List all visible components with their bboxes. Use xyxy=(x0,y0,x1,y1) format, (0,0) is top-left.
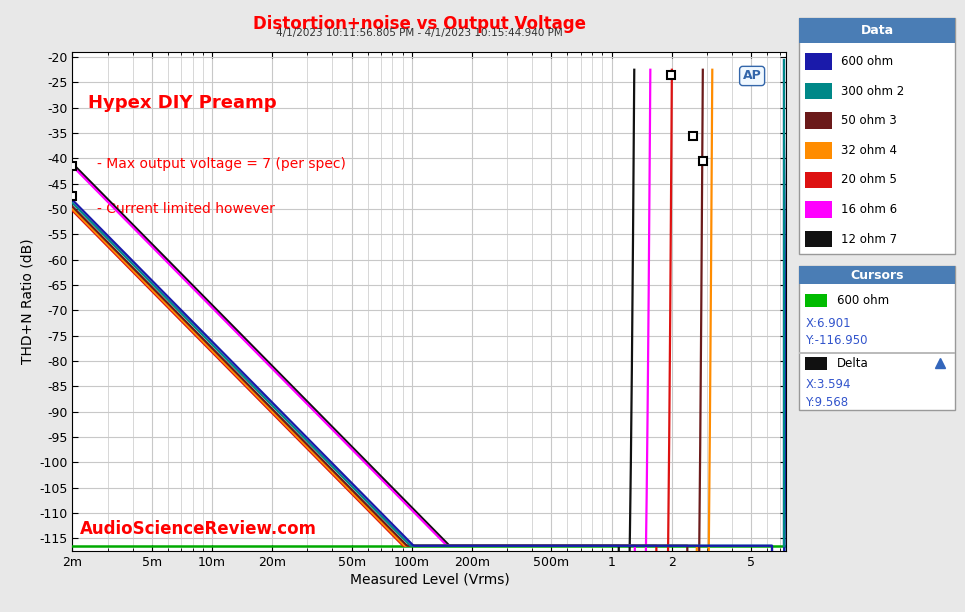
Text: AudioScienceReview.com: AudioScienceReview.com xyxy=(79,520,317,539)
FancyBboxPatch shape xyxy=(805,294,827,307)
Text: 600 ohm: 600 ohm xyxy=(841,55,894,68)
Text: AP: AP xyxy=(743,70,761,83)
Text: 32 ohm 4: 32 ohm 4 xyxy=(841,144,897,157)
FancyBboxPatch shape xyxy=(805,113,832,129)
FancyBboxPatch shape xyxy=(805,172,832,188)
X-axis label: Measured Level (Vrms): Measured Level (Vrms) xyxy=(349,573,510,587)
FancyBboxPatch shape xyxy=(805,357,827,370)
Text: X:3.594: X:3.594 xyxy=(805,378,851,391)
Text: 4/1/2023 10:11:56.805 PM - 4/1/2023 10:15:44.940 PM: 4/1/2023 10:11:56.805 PM - 4/1/2023 10:1… xyxy=(276,28,564,37)
FancyBboxPatch shape xyxy=(805,83,832,99)
Text: Y:-116.950: Y:-116.950 xyxy=(805,334,868,347)
Text: Data: Data xyxy=(861,24,894,37)
Text: Cursors: Cursors xyxy=(850,269,904,282)
Text: 16 ohm 6: 16 ohm 6 xyxy=(841,203,897,216)
Text: 12 ohm 7: 12 ohm 7 xyxy=(841,233,897,245)
FancyBboxPatch shape xyxy=(799,18,955,43)
Text: Y:9.568: Y:9.568 xyxy=(805,395,848,409)
Text: - Max output voltage = 7 (per spec): - Max output voltage = 7 (per spec) xyxy=(97,157,346,171)
Text: 20 ohm 5: 20 ohm 5 xyxy=(841,173,897,187)
FancyBboxPatch shape xyxy=(805,142,832,159)
Text: 50 ohm 3: 50 ohm 3 xyxy=(841,114,897,127)
Text: 300 ohm 2: 300 ohm 2 xyxy=(841,84,904,97)
Text: 600 ohm: 600 ohm xyxy=(837,294,889,307)
Y-axis label: THD+N Ratio (dB): THD+N Ratio (dB) xyxy=(21,239,35,364)
FancyBboxPatch shape xyxy=(805,53,832,70)
Text: X:6.901: X:6.901 xyxy=(805,317,851,330)
Text: Delta: Delta xyxy=(837,357,868,370)
FancyBboxPatch shape xyxy=(799,352,955,354)
FancyBboxPatch shape xyxy=(799,266,955,410)
FancyBboxPatch shape xyxy=(805,201,832,218)
FancyBboxPatch shape xyxy=(799,18,955,254)
FancyBboxPatch shape xyxy=(805,231,832,247)
Text: Distortion+noise vs Output Voltage: Distortion+noise vs Output Voltage xyxy=(253,15,587,33)
Text: Hypex DIY Preamp: Hypex DIY Preamp xyxy=(88,94,277,113)
Text: - Current limited however: - Current limited however xyxy=(97,202,275,215)
FancyBboxPatch shape xyxy=(799,266,955,284)
